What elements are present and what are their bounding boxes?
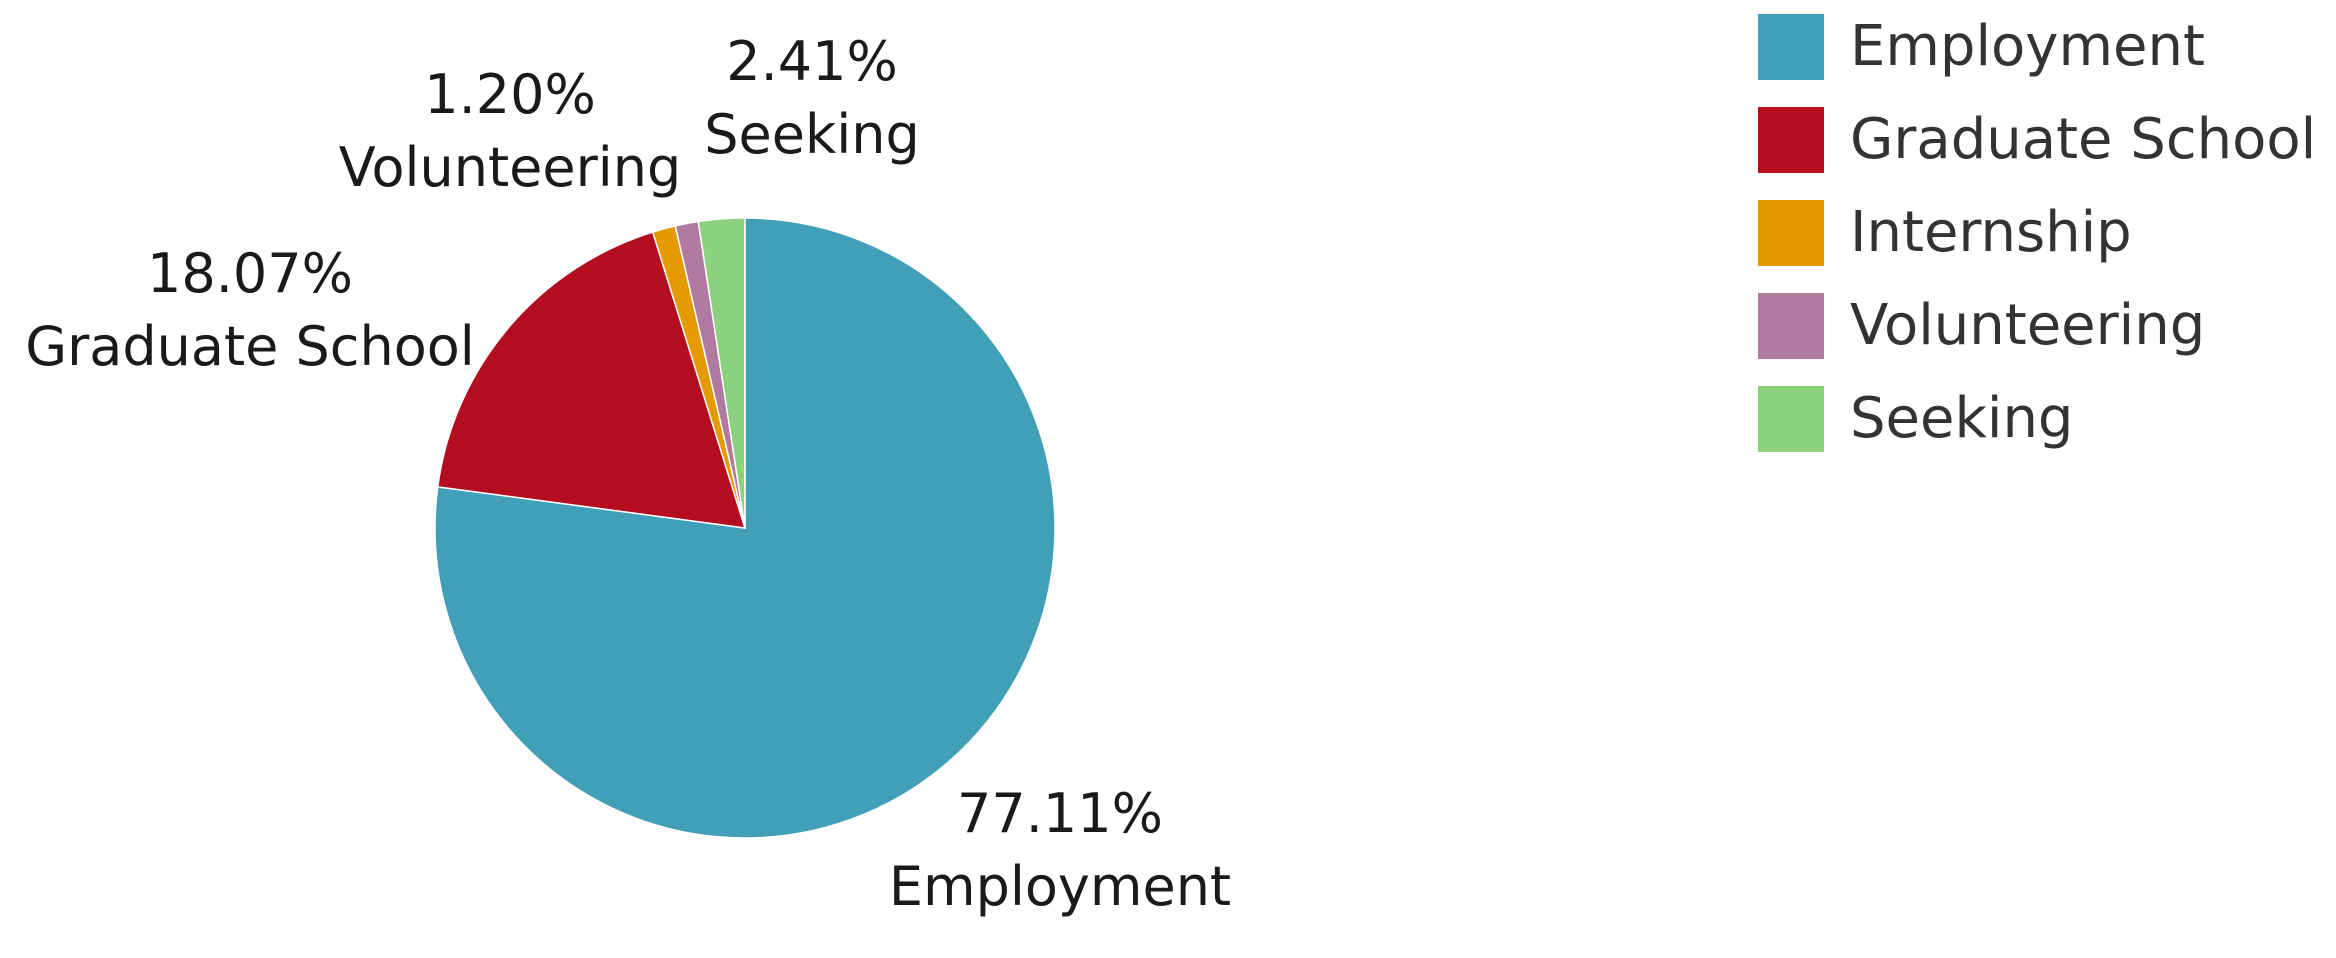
slice-category-label-employment: Employment [889,855,1231,918]
legend-item-employment[interactable]: Employment [1758,0,2316,93]
pie-slice-labels: 77.11% Employment 18.07% Graduate School… [25,30,1231,918]
legend-swatch-seeking [1758,385,1824,452]
pie-slices [434,217,1056,839]
legend: Employment Graduate School Internship Vo… [1758,0,2316,465]
slice-value-label-employment: 77.11% [957,782,1163,845]
slice-value-label-volunteering: 1.20% [424,63,596,126]
pie-slice-graduate-school[interactable] [436,231,747,529]
pie-slice-seeking[interactable] [697,217,746,529]
legend-swatch-graduate-school [1758,106,1824,173]
legend-item-graduate-school[interactable]: Graduate School [1758,93,2316,186]
legend-label-internship: Internship [1850,199,2132,265]
legend-item-internship[interactable]: Internship [1758,186,2316,279]
pie-slice-employment[interactable] [434,217,1056,839]
legend-swatch-employment [1758,13,1824,80]
legend-label-graduate-school: Graduate School [1850,106,2317,172]
slice-value-label-graduate-school: 18.07% [147,242,353,305]
legend-swatch-internship [1758,199,1824,266]
legend-item-seeking[interactable]: Seeking [1758,372,2316,465]
slice-category-label-graduate-school: Graduate School [25,315,475,378]
legend-label-employment: Employment [1850,13,2205,79]
legend-label-seeking: Seeking [1850,385,2074,451]
legend-swatch-volunteering [1758,292,1824,359]
legend-item-volunteering[interactable]: Volunteering [1758,279,2316,372]
legend-label-volunteering: Volunteering [1850,292,2206,358]
slice-category-label-volunteering: Volunteering [339,136,682,199]
slice-value-label-seeking: 2.41% [726,30,898,93]
slice-category-label-seeking: Seeking [704,103,920,166]
